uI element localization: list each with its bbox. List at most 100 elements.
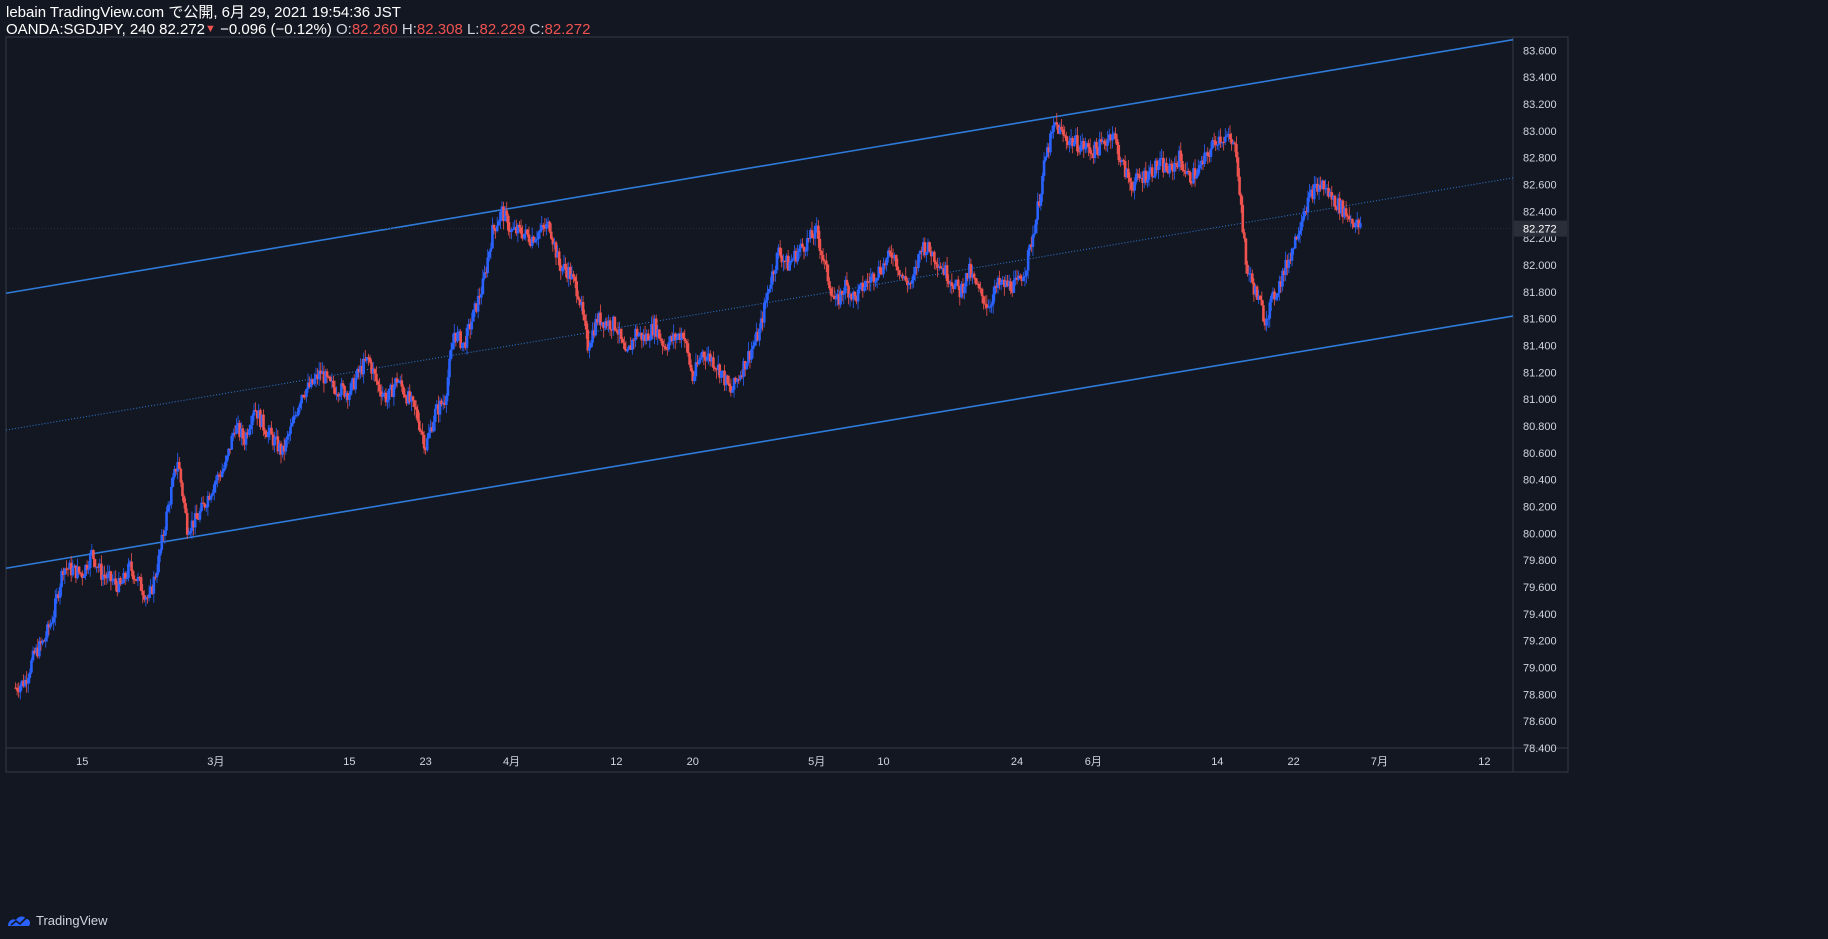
candle-body — [144, 597, 148, 600]
candle-body — [1287, 259, 1291, 268]
candle-body — [1088, 147, 1092, 154]
candle-body — [181, 482, 184, 497]
candle-body — [349, 383, 353, 395]
candle-body — [759, 318, 763, 329]
price-change: −0.096 (−0.12%) — [220, 21, 332, 38]
candle-body — [901, 274, 904, 279]
candle-body — [613, 316, 617, 330]
candle-body — [1255, 286, 1259, 300]
candle-body — [1179, 150, 1183, 162]
candle-body — [354, 377, 358, 390]
candle-body — [745, 362, 749, 370]
candle-body — [1211, 140, 1214, 149]
candle-body — [418, 420, 421, 431]
candle-body — [246, 432, 249, 435]
candle-body — [1058, 126, 1062, 134]
candle-body — [828, 281, 831, 289]
candle-body — [1063, 134, 1067, 136]
candle-body — [807, 238, 811, 240]
candle-body — [640, 332, 644, 341]
candle-body — [805, 238, 809, 251]
candle-body — [309, 379, 313, 387]
candle-body — [567, 266, 571, 279]
tradingview-brand[interactable]: TradingView — [36, 912, 108, 928]
candle-body — [328, 376, 332, 381]
candle-body — [1022, 277, 1025, 282]
candle-body — [96, 566, 100, 568]
candle-body — [778, 247, 782, 256]
candle-body — [569, 266, 572, 280]
candle-body — [313, 379, 316, 384]
candle-body — [700, 351, 704, 358]
candle-body — [1049, 133, 1052, 153]
candle-body — [708, 353, 712, 362]
candle-body — [774, 270, 777, 275]
candle-body — [1015, 277, 1019, 280]
candle-body — [662, 345, 666, 347]
candle-body — [249, 425, 253, 430]
candle-body — [165, 511, 168, 531]
candle-body — [956, 279, 960, 287]
candle-body — [84, 564, 87, 577]
candle-body — [216, 474, 219, 481]
candle-body — [135, 579, 138, 581]
candle-body — [211, 492, 214, 496]
candle-body — [629, 345, 633, 351]
candle-body — [454, 332, 458, 342]
candle-body — [1333, 195, 1337, 207]
candle-body — [68, 562, 71, 570]
candle-body — [235, 425, 238, 434]
candle-body — [23, 679, 27, 687]
candle-body — [1188, 172, 1192, 183]
candle-body — [549, 231, 553, 239]
candle-body — [941, 268, 944, 270]
candle-body — [1306, 197, 1310, 213]
candle-body — [683, 337, 687, 342]
candle-body — [1095, 141, 1098, 149]
candle-body — [826, 264, 830, 282]
candle-body — [1285, 259, 1289, 268]
candle-body — [928, 242, 931, 252]
candle-body — [851, 291, 855, 300]
candle-body — [1092, 153, 1095, 159]
candle-body — [686, 343, 690, 354]
candle-body — [265, 434, 269, 438]
candle-body — [572, 274, 575, 277]
candle-body — [1266, 318, 1270, 320]
symbol-label[interactable]: OANDA:SGDJPY, 240 — [6, 21, 155, 38]
candle-body — [1138, 174, 1141, 179]
candle-body — [1053, 122, 1057, 126]
candle-body — [1354, 222, 1357, 228]
candle-body — [858, 285, 861, 290]
candle-body — [189, 531, 192, 534]
candle-body — [1099, 139, 1103, 143]
candle-body — [966, 273, 970, 279]
candle-body — [30, 660, 33, 673]
candle-body — [656, 329, 660, 337]
candle-body — [1273, 291, 1276, 300]
candle-body — [1052, 125, 1055, 132]
candle-body — [1201, 160, 1205, 165]
candle-body — [584, 320, 588, 330]
candle-body — [462, 342, 466, 344]
candle-body — [1136, 173, 1140, 175]
candle-body — [1346, 215, 1349, 217]
candle-body — [912, 274, 915, 281]
candle-body — [314, 374, 318, 380]
candle-body — [478, 295, 482, 298]
candle-body — [1196, 168, 1200, 176]
candle-body — [988, 306, 992, 308]
y-tick-label: 80.600 — [1523, 448, 1557, 460]
candle-body — [794, 250, 798, 262]
y-tick-label: 81.400 — [1523, 341, 1557, 353]
candle-body — [405, 396, 408, 404]
candle-body — [206, 495, 210, 507]
candle-body — [271, 434, 275, 446]
candle-body — [669, 336, 672, 343]
candle-body — [809, 230, 812, 239]
candle-body — [1060, 126, 1063, 130]
candle-body — [138, 576, 141, 578]
candle-body — [475, 303, 478, 312]
candle-body — [561, 267, 564, 272]
